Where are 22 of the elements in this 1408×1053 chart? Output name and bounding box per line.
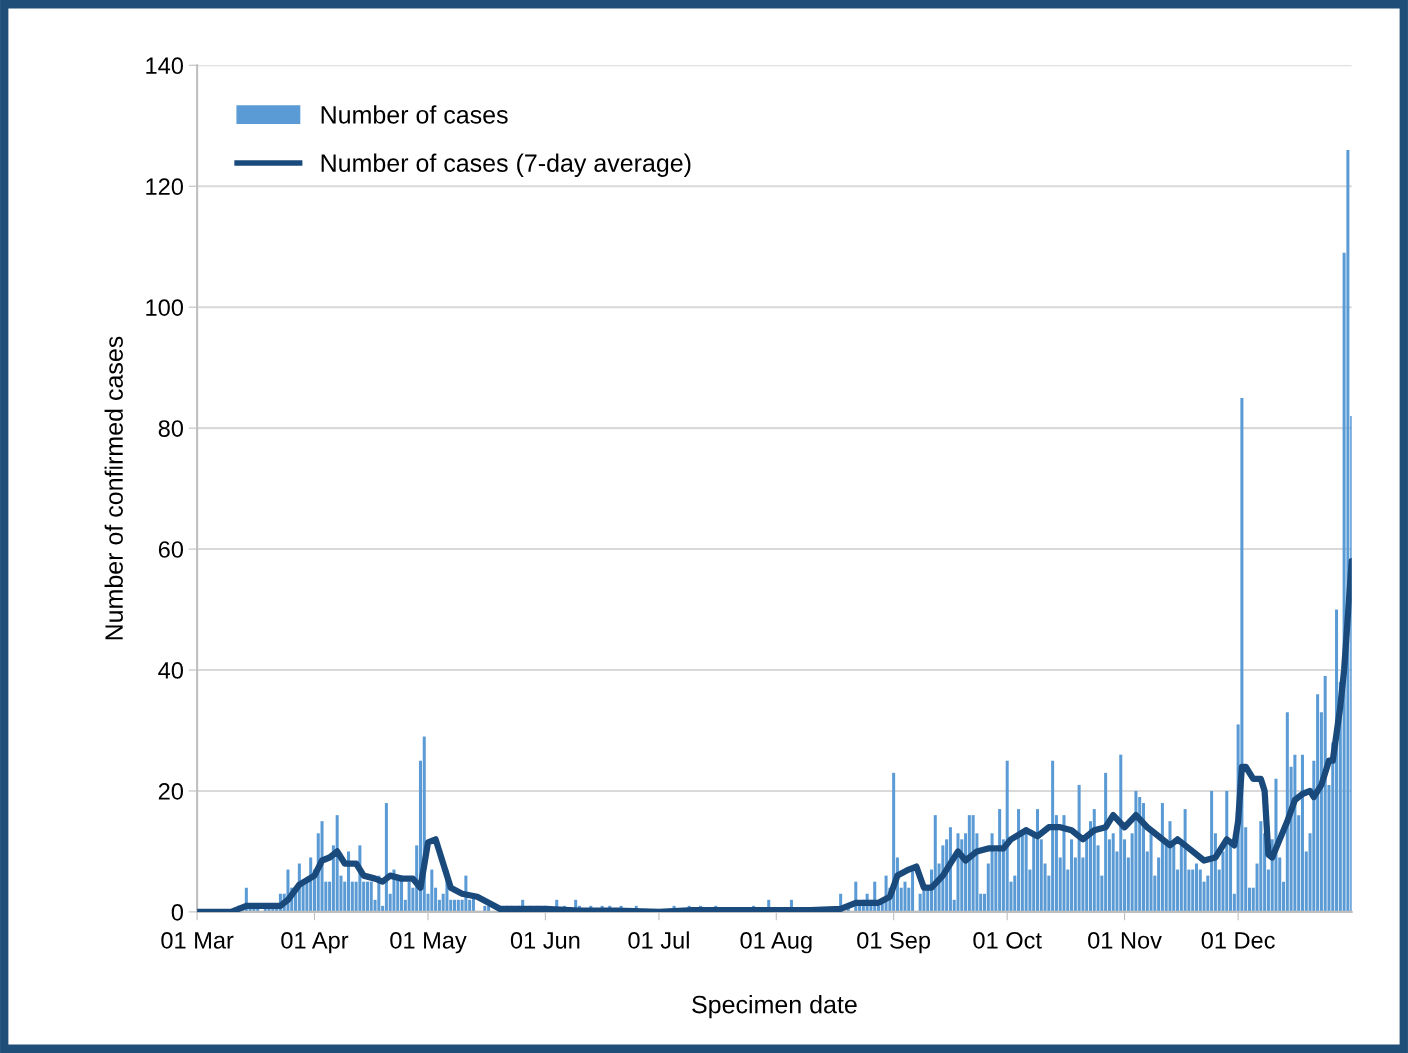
y-tick-label: 120 [146, 178, 184, 196]
x-tick-label: 01 Jul [628, 931, 689, 949]
x-axis-title: Specimen date [692, 995, 857, 1019]
x-tick-label: 01 Aug [740, 931, 812, 954]
y-tick-label: 0 [171, 903, 183, 921]
x-tick-label: 01 Sep [857, 931, 931, 954]
x-tick-label: 01 Oct [973, 931, 1042, 949]
legend-label: Number of cases [321, 105, 508, 124]
y-tick-label: 140 [146, 57, 184, 75]
x-tick-label: 01 Nov [1088, 931, 1162, 949]
x-tick-label: 01 Dec [1201, 931, 1275, 949]
y-tick-label: 100 [146, 299, 184, 316]
x-tick-label: 01 May [390, 931, 467, 954]
y-tick-label: 60 [158, 541, 183, 558]
x-tick-label: 01 Mar [161, 931, 234, 949]
legend-label: Number of cases (7-day average) [321, 153, 691, 177]
y-tick-label: 40 [158, 662, 183, 679]
y-axis-title: Number of confirmed cases [104, 336, 123, 640]
y-tick-label: 80 [158, 420, 183, 437]
x-tick-label: 01 Jun [510, 931, 580, 949]
x-tick-label: 01 Apr [281, 931, 349, 954]
y-tick-label: 20 [158, 783, 183, 800]
